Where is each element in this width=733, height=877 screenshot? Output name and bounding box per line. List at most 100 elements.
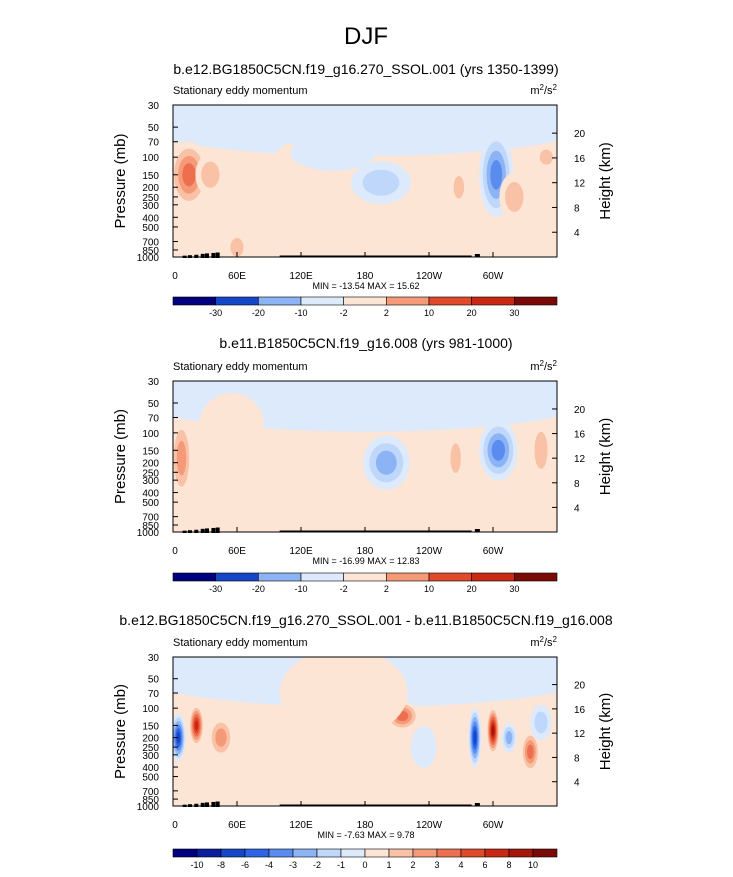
height-tick-label: 20 — [574, 405, 586, 416]
units-mid: /s — [544, 361, 553, 373]
contour-blob — [490, 159, 503, 190]
colorbar-label: 10 — [424, 308, 434, 318]
colorbar-box — [220, 848, 246, 858]
topography-bar — [474, 529, 480, 532]
chart-panel-2: b.e11.B1850C5CN.f19_g16.008 (yrs 981-100… — [112, 335, 614, 594]
x-tick-label: 120W — [416, 546, 443, 557]
colorbar-label: 20 — [467, 584, 477, 594]
topography-bar — [200, 802, 205, 807]
x-tick-label: 0 — [172, 271, 178, 282]
x-tick-label: 120E — [289, 271, 313, 282]
y-tick-label: 30 — [148, 653, 160, 664]
y-tick-label: 250 — [142, 743, 159, 754]
colorbar-label: 3 — [434, 860, 439, 870]
x-tick-label: 180 — [357, 271, 374, 282]
y-tick-label: 200 — [142, 459, 159, 470]
colorbar-label: -10 — [190, 860, 203, 870]
y-tick-label: 1000 — [137, 253, 160, 264]
topography-bar — [200, 253, 205, 258]
topography-bar — [211, 252, 216, 258]
height-tick-label: 4 — [574, 228, 580, 239]
contour-blob — [450, 443, 461, 474]
contour-blob — [199, 393, 264, 454]
height-tick-label: 8 — [574, 203, 580, 214]
colorbar-box — [514, 572, 558, 582]
topography-bar — [194, 529, 199, 533]
colorbar-box — [388, 848, 414, 858]
units-base: m — [530, 361, 539, 373]
y-tick-label: 70 — [148, 138, 160, 149]
contour-blob — [201, 161, 220, 188]
y-tick-label: 500 — [142, 498, 159, 509]
colorbar-label: 2 — [384, 308, 389, 318]
y-tick-label: 250 — [142, 468, 159, 479]
colorbar-label: -2 — [313, 860, 321, 870]
contour-blob — [231, 737, 296, 797]
x-tick-label: 60W — [483, 546, 504, 557]
chart-subtitle: Stationary eddy momentum — [173, 85, 308, 97]
colorbar-label: -30 — [209, 584, 222, 594]
height-tick-label: 12 — [574, 454, 586, 465]
contour-band — [173, 105, 557, 157]
topography-bar — [279, 804, 472, 806]
x-tick-label: 180 — [357, 546, 374, 557]
y-tick-label: 300 — [142, 751, 159, 762]
y-tick-label: 850 — [142, 521, 159, 532]
height-tick-label: 12 — [574, 729, 586, 740]
topography-bar — [205, 528, 209, 533]
colorbar-box — [412, 848, 438, 858]
colorbar: -30 -20 -10 -2 2 10 20 30 — [172, 572, 558, 594]
contour-blob — [453, 176, 465, 199]
colorbar-box — [428, 572, 472, 582]
colorbar-label: -20 — [252, 584, 265, 594]
units-sup: 2 — [540, 635, 545, 644]
y-tick-label: 700 — [142, 787, 159, 798]
y-tick-label: 1000 — [137, 802, 160, 813]
colorbar-box — [436, 848, 462, 858]
colorbar-label: 2 — [410, 860, 415, 870]
colorbar-label: -3 — [289, 860, 297, 870]
colorbar-box — [215, 572, 259, 582]
colorbar-box — [258, 296, 302, 306]
y-tick-label: 850 — [142, 795, 159, 806]
y-tick-label: 850 — [142, 246, 159, 257]
colorbar: -30 -20 -10 -2 2 10 20 30 — [172, 296, 558, 318]
contour-blob — [176, 440, 187, 476]
colorbar-label: 30 — [509, 308, 519, 318]
colorbar-box — [428, 296, 472, 306]
topography-bar — [200, 528, 205, 533]
min-max-stats: MIN = -16.99 MAX = 12.83 — [312, 556, 419, 566]
units-label: m2/s2 — [530, 83, 557, 97]
chart-panel-1: b.e12.BG1850C5CN.f19_g16.270_SSOL.001 (y… — [112, 61, 614, 318]
units-base: m — [530, 85, 539, 97]
y-tick-label: 150 — [142, 721, 159, 732]
colorbar-label: 20 — [467, 308, 477, 318]
chart-subtitle: Stationary eddy momentum — [173, 637, 308, 649]
chart-title: b.e11.B1850C5CN.f19_g16.008 (yrs 981-100… — [219, 335, 512, 351]
units-sup: 2 — [553, 359, 558, 368]
height-tick-label: 16 — [574, 430, 586, 441]
x-tick-label: 60E — [228, 546, 246, 557]
x-tick-label: 60E — [228, 820, 246, 831]
contour-blob — [491, 439, 506, 461]
contour-blob — [194, 720, 199, 731]
height-tick-label: 8 — [574, 753, 580, 764]
x-tick-label: 60E — [228, 271, 246, 282]
colorbar-label: 4 — [458, 860, 463, 870]
topography-bar — [194, 254, 199, 258]
x-tick-label: 0 — [172, 546, 178, 557]
colorbar-box — [316, 848, 342, 858]
y-tick-label: 150 — [142, 446, 159, 457]
units-sup: 2 — [553, 83, 558, 92]
topography-bar — [211, 801, 216, 807]
contour-blob — [290, 134, 376, 171]
x-tick-label: 120E — [289, 820, 313, 831]
y-tick-label: 400 — [142, 489, 159, 500]
colorbar-label: -4 — [265, 860, 273, 870]
chart-title: b.e12.BG1850C5CN.f19_g16.270_SSOL.001 (y… — [173, 61, 558, 77]
height-tick-label: 20 — [574, 129, 586, 140]
units-sup: 2 — [540, 83, 545, 92]
y-tick-label: 50 — [148, 399, 160, 410]
contour-field — [173, 105, 557, 257]
y-tick-label: 700 — [142, 238, 159, 249]
